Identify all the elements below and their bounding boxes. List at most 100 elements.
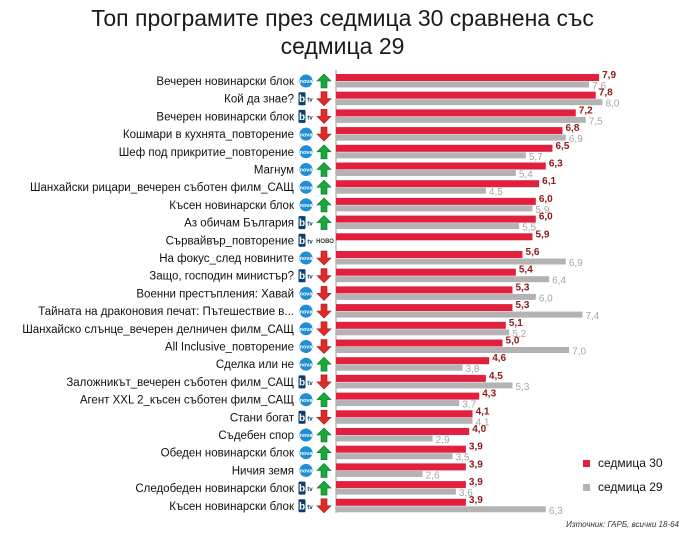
category-label: Сделка или не — [216, 359, 294, 371]
data-label-current: 3,9 — [469, 477, 483, 488]
data-label-previous: 3,7 — [462, 400, 476, 411]
btv-logo-icon — [298, 481, 306, 495]
btv-logo-letter: b — [299, 218, 305, 229]
data-label-current: 3,9 — [469, 495, 483, 506]
category-label: Шеф под прикритие_повторение — [119, 147, 294, 159]
category-label: Аз обичам България — [184, 218, 294, 230]
nova-logo-text: nova — [300, 451, 314, 457]
data-label-current: 5,0 — [506, 336, 520, 347]
bar-previous — [336, 506, 546, 513]
trend-up-icon — [316, 162, 332, 177]
bar-previous — [336, 276, 550, 283]
nova-logo-icon — [299, 446, 313, 460]
data-label-previous: 4,1 — [476, 417, 490, 428]
trend-down-icon — [316, 109, 332, 124]
nova-logo-text: nova — [300, 309, 314, 315]
nova-logo-icon — [299, 393, 313, 407]
btv-logo-suffix: tv — [307, 98, 313, 104]
nova-logo-text: nova — [300, 362, 314, 368]
bar-current — [336, 463, 466, 471]
data-label-previous: 5,2 — [512, 329, 526, 340]
data-label-previous: 3,8 — [466, 364, 480, 375]
nova-logo-text: nova — [300, 168, 314, 174]
bar-current — [336, 180, 540, 188]
bar-current — [336, 197, 536, 205]
nova-logo-text: nova — [300, 150, 314, 156]
chart-title-line-2: седмица 29 — [280, 33, 405, 59]
data-label-previous: 7,4 — [585, 311, 599, 322]
bar-previous — [336, 347, 570, 353]
data-label-previous: 7,5 — [589, 116, 603, 127]
btv-logo-icon — [298, 216, 306, 230]
trend-down-icon — [316, 339, 332, 354]
nova-logo-icon — [299, 357, 313, 371]
trend-up-icon — [316, 445, 332, 460]
data-label-current: 5,6 — [526, 247, 540, 258]
category-label: Защо, господин министър? — [149, 271, 294, 283]
bar-current — [336, 251, 523, 258]
nova-logo-text: nova — [300, 345, 314, 351]
trend-down-icon — [316, 321, 332, 337]
data-label-previous: 2,9 — [436, 435, 450, 446]
trend-down-icon — [316, 410, 332, 425]
data-label-current: 4,1 — [476, 406, 490, 417]
data-label-current: 5,4 — [519, 265, 533, 276]
data-label-previous: 7,0 — [572, 347, 586, 358]
bar-current — [336, 392, 480, 400]
category-label: Стани богат — [230, 412, 295, 424]
bar-previous — [336, 400, 460, 407]
btv-logo-suffix: tv — [307, 115, 313, 121]
nova-logo-text: nova — [300, 398, 314, 404]
trend-up-icon — [316, 427, 332, 443]
nova-logo-icon — [299, 145, 313, 159]
bar-current — [336, 233, 533, 241]
nova-logo-text: nova — [300, 433, 314, 439]
trend-down-icon — [316, 91, 332, 107]
data-label-previous: 3,5 — [456, 453, 470, 464]
legend-previous: седмица 29 — [583, 480, 663, 494]
data-label-previous: 6,9 — [569, 134, 583, 145]
category-label: Кой да знае? — [224, 94, 294, 106]
trend-up-icon — [316, 462, 332, 478]
data-label-previous: 2,6 — [426, 470, 440, 481]
data-label-current: 3,9 — [469, 442, 483, 453]
nova-logo-icon — [299, 251, 313, 265]
btv-logo-letter: b — [299, 94, 305, 105]
data-label-previous: 3,6 — [459, 488, 473, 499]
data-label-previous: 4,5 — [489, 187, 503, 198]
data-label-previous: 6,0 — [539, 293, 553, 304]
category-label: Шанхайско слънце_вечерен делничен филм_С… — [22, 324, 294, 336]
trend-up-icon — [316, 356, 332, 372]
data-label-current: 6,8 — [565, 123, 579, 134]
nova-logo-icon — [299, 286, 313, 300]
btv-logo-suffix: tv — [307, 222, 313, 228]
bar-previous — [336, 223, 520, 230]
bar-previous — [336, 329, 510, 336]
nova-logo-text: nova — [300, 469, 314, 475]
btv-logo-suffix: tv — [307, 275, 313, 281]
bar-current — [336, 374, 486, 382]
bar-current — [336, 321, 506, 329]
data-label-current: 6,5 — [555, 141, 569, 152]
nova-logo-icon — [299, 463, 313, 477]
btv-logo-icon — [298, 233, 306, 247]
category-label: Кошмари в кухнята_повторение — [123, 129, 294, 141]
nova-logo-icon — [299, 428, 313, 442]
bar-current — [336, 91, 596, 99]
bar-current — [336, 481, 466, 489]
legend-current-label: седмица 30 — [598, 456, 663, 470]
bar-previous — [336, 99, 603, 106]
bar-previous — [336, 116, 586, 123]
data-label-current: 5,1 — [509, 318, 523, 329]
trend-up-icon — [316, 197, 332, 213]
data-label-previous: 5,7 — [529, 152, 543, 163]
nova-logo-text: nova — [300, 79, 314, 85]
category-label: Късен новинарски блок — [169, 501, 295, 513]
bar-previous — [336, 435, 433, 442]
btv-logo-letter: b — [299, 484, 305, 495]
btv-logo-icon — [298, 269, 306, 283]
bar-current — [336, 445, 466, 453]
nova-logo-icon — [299, 180, 313, 194]
nova-logo-icon — [299, 74, 313, 88]
